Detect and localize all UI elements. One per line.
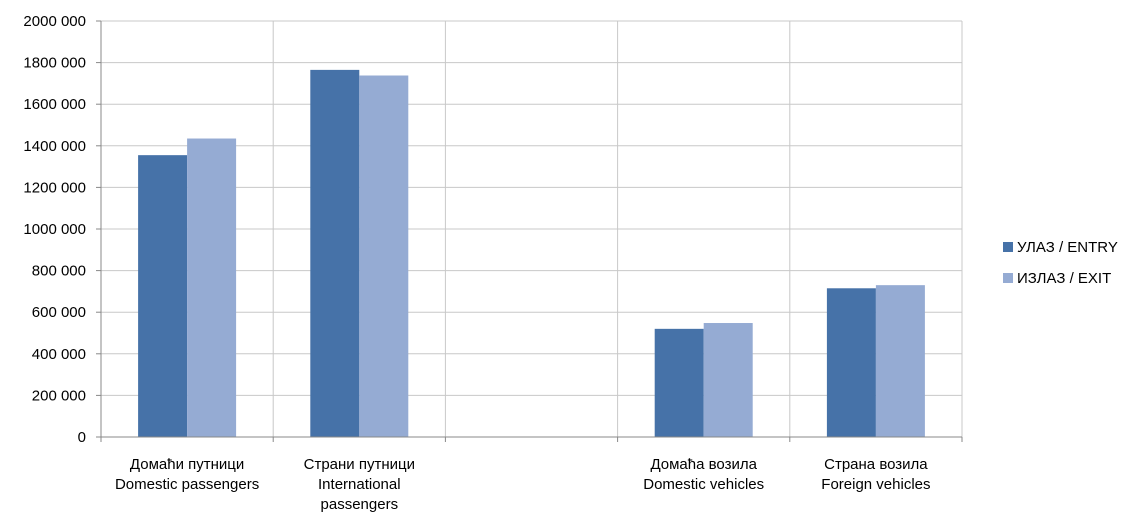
y-tick-label: 1400 000 bbox=[23, 138, 86, 155]
legend-swatch-exit bbox=[1003, 273, 1013, 283]
bar-entry bbox=[310, 69, 360, 437]
legend-item-exit: ИЗЛАЗ / EXIT bbox=[1003, 267, 1118, 289]
legend-item-entry: УЛАЗ / ENTRY bbox=[1003, 236, 1118, 258]
y-tick-label: 1000 000 bbox=[23, 221, 86, 238]
bars bbox=[138, 69, 925, 437]
bar-exit bbox=[703, 323, 753, 437]
legend-swatch-entry bbox=[1003, 242, 1013, 252]
bar-entry bbox=[138, 155, 188, 437]
bar-entry bbox=[654, 328, 704, 437]
bar-exit bbox=[187, 138, 237, 437]
x-category-label: Домаћи путници Domestic passengers bbox=[115, 456, 259, 493]
x-category-label: Домаћа возила Domestic vehicles bbox=[643, 456, 764, 493]
legend-label-entry: УЛАЗ / ENTRY bbox=[1017, 238, 1118, 256]
y-tick-label: 800 000 bbox=[32, 263, 86, 280]
legend-label-exit: ИЗЛАЗ / EXIT bbox=[1017, 269, 1112, 287]
y-tick-label: 600 000 bbox=[32, 304, 86, 321]
bar-exit bbox=[875, 285, 925, 437]
legend: УЛАЗ / ENTRY ИЗЛАЗ / EXIT bbox=[1003, 236, 1118, 298]
y-tick-label: 1200 000 bbox=[23, 179, 86, 196]
bar-exit bbox=[359, 75, 409, 437]
bar-entry bbox=[826, 288, 876, 437]
y-tick-label: 2000 000 bbox=[23, 13, 86, 30]
y-axis-ticks: 0 200 000 400 000 600 000 800 000 1000 000 120… bbox=[23, 13, 86, 446]
x-axis-labels: Домаћи путници Domestic passengers Страни … bbox=[115, 456, 931, 513]
x-category-label: Страна возила Foreign vehicles bbox=[821, 456, 930, 493]
y-tick-label: 1800 000 bbox=[23, 55, 86, 72]
y-tick-label: 400 000 bbox=[32, 346, 86, 363]
y-tick-label: 200 000 bbox=[32, 387, 86, 404]
y-tick-label: 1600 000 bbox=[23, 96, 86, 113]
gridlines bbox=[101, 20, 963, 437]
x-category-label: Страни путници International passengers bbox=[304, 456, 415, 513]
axes bbox=[96, 20, 963, 442]
y-tick-label: 0 bbox=[78, 429, 86, 446]
